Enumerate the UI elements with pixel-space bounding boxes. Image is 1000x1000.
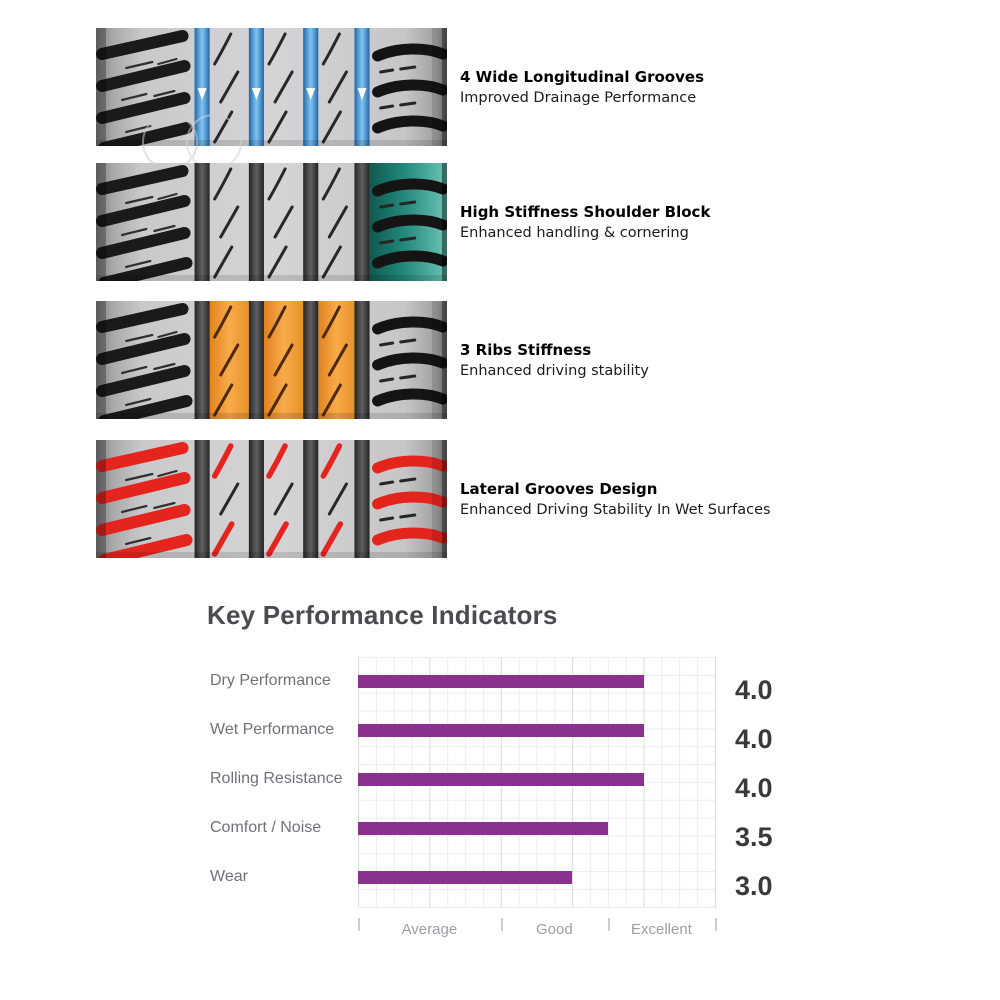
feature-subtitle: Enhanced driving stability <box>460 362 649 379</box>
chart-bar <box>358 772 644 786</box>
feature-row-longitudinal-grooves: 4 Wide Longitudinal Grooves Improved Dra… <box>96 28 890 146</box>
feature-caption: 3 Ribs Stiffness Enhanced driving stabil… <box>460 301 890 419</box>
chart-value-label: 3.0 <box>735 871 773 901</box>
axis-tick <box>358 918 360 931</box>
feature-row-lateral-grooves: Lateral Grooves Design Enhanced Driving … <box>96 440 890 558</box>
axis-band-label: Excellent <box>631 921 692 938</box>
feature-caption: High Stiffness Shoulder Block Enhanced h… <box>460 163 890 281</box>
chart-value-label: 4.0 <box>735 675 773 705</box>
chart-category-label: Rolling Resistance <box>210 770 343 787</box>
feature-subtitle: Improved Drainage Performance <box>460 89 697 106</box>
axis-tick <box>500 918 503 931</box>
feature-row-ribs-stiffness: 3 Ribs Stiffness Enhanced driving stabil… <box>96 301 890 419</box>
chart-bar <box>358 723 644 737</box>
tire-tread-image-orange-ribs <box>96 301 447 419</box>
feature-title: High Stiffness Shoulder Block <box>460 202 711 221</box>
feature-row-shoulder-block: High Stiffness Shoulder Block Enhanced h… <box>96 163 890 281</box>
chart-category-label: Wear <box>210 868 248 885</box>
feature-title: 3 Ribs Stiffness <box>460 340 592 359</box>
axis-tick <box>715 918 717 931</box>
chart-title: Key Performance Indicators <box>207 600 558 630</box>
tire-tread-image-red-lateral <box>96 440 447 558</box>
axis-band-label: Average <box>401 921 458 938</box>
chart-bar <box>358 870 573 884</box>
chart-bar <box>358 821 608 835</box>
chart-value-label: 3.5 <box>735 822 773 852</box>
feature-caption: 4 Wide Longitudinal Grooves Improved Dra… <box>460 28 890 146</box>
feature-subtitle: Enhanced Driving Stability In Wet Surfac… <box>460 501 771 518</box>
chart-bar <box>358 674 644 688</box>
tire-tread-image-blue-grooves <box>96 28 447 146</box>
feature-title: 4 Wide Longitudinal Grooves <box>460 67 704 86</box>
chart-category-label: Wet Performance <box>210 721 335 738</box>
chart-value-label: 4.0 <box>735 773 773 803</box>
axis-band-label: Good <box>535 921 573 938</box>
tire-tread-image-teal-shoulder <box>96 163 447 281</box>
chart-value-label: 4.0 <box>735 724 773 754</box>
feature-subtitle: Enhanced handling & cornering <box>460 224 689 241</box>
axis-tick <box>607 918 610 931</box>
feature-title: Lateral Grooves Design <box>460 479 658 498</box>
chart-category-label: Comfort / Noise <box>210 819 322 836</box>
chart-category-label: Dry Performance <box>210 672 331 689</box>
feature-caption: Lateral Grooves Design Enhanced Driving … <box>460 440 890 558</box>
